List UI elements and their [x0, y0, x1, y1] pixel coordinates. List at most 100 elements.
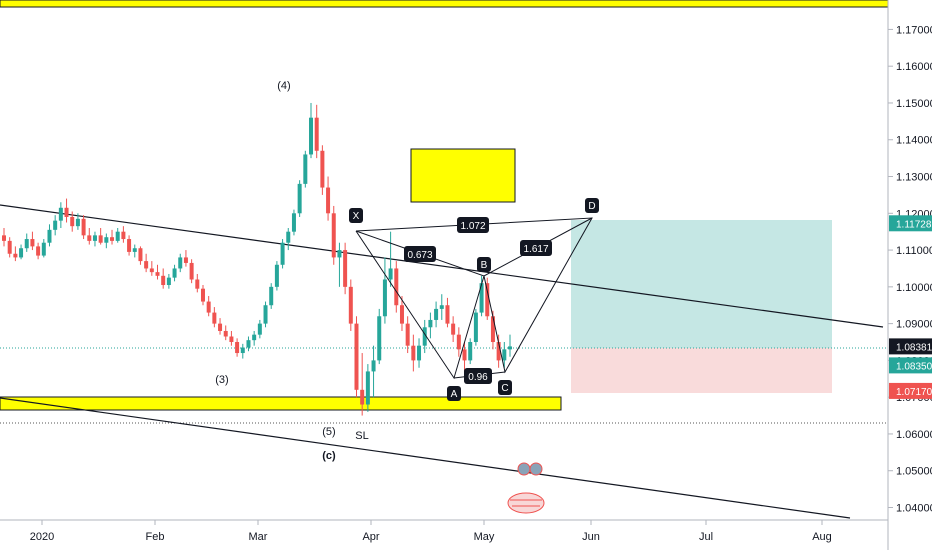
- point-label-x-text: X: [353, 211, 360, 222]
- candle-body: [155, 272, 160, 276]
- candle-body: [508, 346, 512, 350]
- take-profit-zone[interactable]: [571, 220, 832, 348]
- point-label-x[interactable]: X: [349, 208, 363, 223]
- candle-body: [462, 349, 467, 361]
- candle-body: [2, 235, 6, 241]
- candle-body: [399, 305, 404, 324]
- candle-body: [473, 312, 478, 343]
- stop-loss-label: SL: [355, 430, 368, 442]
- candle-body: [354, 323, 359, 390]
- ratio-label-xb: 0.673: [404, 246, 436, 262]
- y-tick-label: 1.06000: [896, 429, 932, 441]
- price-tag-label: 1.08350: [896, 361, 932, 372]
- candle-body: [314, 117, 319, 151]
- candle-body: [166, 277, 171, 286]
- candle-body: [127, 239, 132, 252]
- y-axis[interactable]: 1.170001.160001.150001.140001.130001.120…: [888, 24, 932, 514]
- lower-trendline[interactable]: [0, 397, 851, 519]
- y-tick-label: 1.13000: [896, 172, 932, 184]
- candle-body: [496, 342, 501, 361]
- target-zone-box[interactable]: [410, 148, 516, 203]
- harmonic-pattern-legs[interactable]: [355, 217, 593, 277]
- candle-body: [149, 268, 154, 273]
- candle-body: [274, 264, 279, 287]
- y-tick-label: 1.09000: [896, 319, 932, 331]
- candle-body: [337, 250, 342, 258]
- point-label-b[interactable]: B: [477, 257, 491, 272]
- x-axis[interactable]: 2020 Feb Mar Apr May Jun Jul Aug: [30, 520, 832, 543]
- candle-body: [87, 235, 92, 241]
- candle-body: [81, 218, 86, 236]
- candle-body: [434, 308, 439, 320]
- candle-body: [502, 349, 507, 361]
- price-tag: [889, 338, 932, 355]
- y-tick-label: 1.11000: [896, 245, 932, 257]
- price-tag-label: 1.11728: [896, 219, 932, 230]
- candle-body: [183, 257, 188, 263]
- ratio-label-ac: 0.96: [464, 368, 492, 384]
- x-tick-label: Aug: [812, 531, 832, 543]
- candle-body: [377, 316, 382, 361]
- ratio-bd-text: 1.617: [523, 244, 548, 255]
- point-label-c[interactable]: C: [498, 380, 512, 395]
- price-tags: 1.11728 1.08381 1.08350 1.07170: [889, 215, 932, 399]
- harmonic-pattern-outline[interactable]: [355, 217, 593, 380]
- ratio-label-xd: 1.072: [457, 217, 489, 233]
- point-label-d[interactable]: D: [585, 198, 599, 213]
- resistance-zone[interactable]: [0, 0, 889, 8]
- candle-body: [98, 235, 103, 243]
- ratio-label-bd: 1.617: [520, 240, 552, 256]
- price-tag-label: 1.08381: [896, 342, 932, 353]
- candle-body: [326, 187, 331, 214]
- y-tick-label: 1.17000: [896, 24, 932, 36]
- y-tick-label: 1.15000: [896, 98, 932, 110]
- candle-body: [365, 371, 370, 405]
- wave-label-3: (3): [215, 374, 228, 386]
- candle-body: [257, 323, 262, 335]
- candle-body: [64, 207, 69, 217]
- candle-body: [24, 239, 29, 249]
- candle-body: [75, 218, 80, 227]
- candle-body: [490, 316, 495, 343]
- candle-body: [121, 231, 126, 240]
- candle-body: [428, 319, 433, 328]
- candle-body: [200, 288, 205, 302]
- ratio-ac-text: 0.96: [468, 372, 488, 383]
- candle-body: [235, 342, 240, 354]
- candle-body: [297, 183, 302, 214]
- candle-body: [53, 220, 58, 230]
- candle-body: [371, 360, 376, 372]
- candle-body: [422, 327, 427, 346]
- support-zone[interactable]: [0, 396, 562, 411]
- ratio-xd-text: 1.072: [460, 221, 485, 232]
- candle-body: [485, 283, 490, 317]
- candle-body: [41, 242, 46, 256]
- wave-label-4: (4): [277, 80, 290, 92]
- candle-body: [13, 253, 18, 258]
- candle-body: [348, 286, 353, 324]
- point-label-d-text: D: [588, 201, 595, 212]
- candle-body: [212, 312, 217, 324]
- y-tick-label: 1.04000: [896, 502, 932, 514]
- candle-body: [189, 262, 194, 280]
- point-label-c-text: C: [501, 383, 508, 394]
- point-label-a[interactable]: A: [447, 386, 461, 401]
- candle-body: [161, 275, 166, 286]
- candle-body: [19, 248, 24, 258]
- y-tick-label: 1.14000: [896, 135, 932, 147]
- candle-body: [240, 347, 245, 354]
- candle-body: [138, 248, 143, 262]
- x-tick-label: Jun: [582, 531, 600, 543]
- stop-loss-zone[interactable]: [571, 348, 832, 393]
- candle-body: [132, 248, 137, 252]
- upper-trendline[interactable]: [0, 204, 884, 328]
- candle-body: [195, 279, 200, 289]
- candle-body: [417, 345, 422, 361]
- candle-body: [58, 207, 63, 221]
- candle-body: [331, 213, 336, 258]
- candle-body: [178, 257, 183, 269]
- candle-body: [309, 117, 314, 155]
- candle-body: [110, 237, 115, 241]
- candle-body: [445, 305, 450, 324]
